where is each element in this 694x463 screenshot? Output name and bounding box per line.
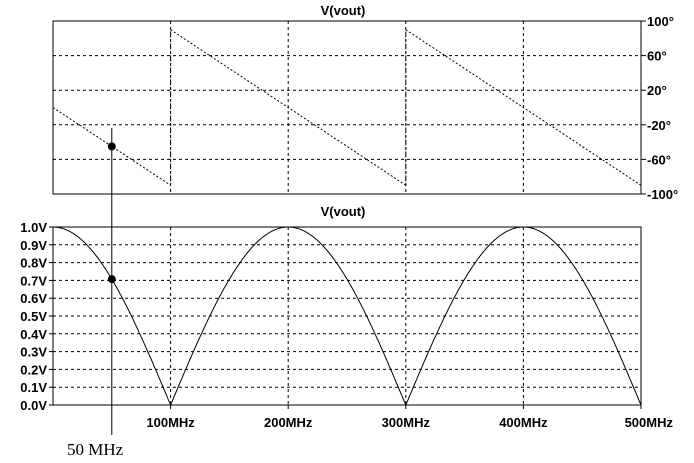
phase-chart-title: V(vout) [321, 3, 366, 18]
magnitude-y-tick-label: 0.6V [20, 291, 47, 306]
magnitude-x-tick-label: 200MHz [264, 415, 313, 430]
magnitude-chart-title: V(vout) [321, 204, 366, 219]
phase-plot-frame [52, 20, 642, 195]
magnitude-y-tick-label: 0.7V [20, 273, 47, 288]
phase-y-tick-labels: 100° 60° 20° -20° -60° -100° [641, 14, 678, 202]
magnitude-y-tick-label: 0.4V [20, 327, 47, 342]
phase-y-tick-label: 20° [647, 83, 667, 98]
magnitude-line [53, 226, 642, 407]
magnitude-x-tick-label: 400MHz [499, 415, 548, 430]
magnitude-y-tick-label: 0.9V [20, 238, 47, 253]
phase-y-tick-label: -100° [647, 187, 678, 202]
magnitude-y-tick-label: 1.0V [20, 220, 47, 235]
annotation-label: 50 MHz [67, 440, 124, 459]
magnitude-y-tick-label: 0.8V [20, 256, 47, 271]
magnitude-y-tick-label: 0.0V [20, 398, 47, 413]
magnitude-grid [53, 227, 641, 405]
phase-y-tick-label: 100° [647, 14, 674, 29]
frequency-annotation: 50 MHz [67, 128, 124, 459]
phase-line-segment [52, 107, 171, 186]
phase-marker [107, 142, 116, 151]
magnitude-series [53, 226, 642, 407]
phase-y-tick-label: -20° [647, 118, 671, 133]
magnitude-y-tick-label: 0.1V [20, 380, 47, 395]
magnitude-y-tick-label: 0.2V [20, 362, 47, 377]
phase-series [52, 29, 642, 186]
magnitude-y-tick-label: 0.5V [20, 309, 47, 324]
magnitude-y-tick-labels: 1.0V 0.9V 0.8V 0.7V 0.6V 0.5V 0.4V 0.3V 0.2V 0.1V… [20, 220, 53, 413]
magnitude-y-tick-label: 0.3V [20, 345, 47, 360]
phase-y-tick-label: -60° [647, 152, 671, 167]
phase-line-segment [405, 29, 642, 186]
magnitude-x-tick-label: 100MHz [146, 415, 195, 430]
phase-grid [53, 21, 641, 194]
magnitude-chart: V(vout) 1.0V 0.9V 0.8V 0.7V 0.6V 0.5V 0.4V 0.3V… [20, 204, 673, 430]
magnitude-x-tick-labels: 100MHz 200MHz 300MHz 400MHz 500MHz [146, 405, 673, 430]
phase-y-tick-label: 60° [647, 49, 667, 64]
phase-chart: V(vout) 100° 60° 20° -20° -60° -100° [52, 3, 678, 202]
phase-line-segment [170, 29, 407, 186]
magnitude-x-tick-label: 300MHz [382, 415, 431, 430]
magnitude-x-tick-label: 500MHz [625, 415, 674, 430]
magnitude-marker [107, 275, 116, 284]
